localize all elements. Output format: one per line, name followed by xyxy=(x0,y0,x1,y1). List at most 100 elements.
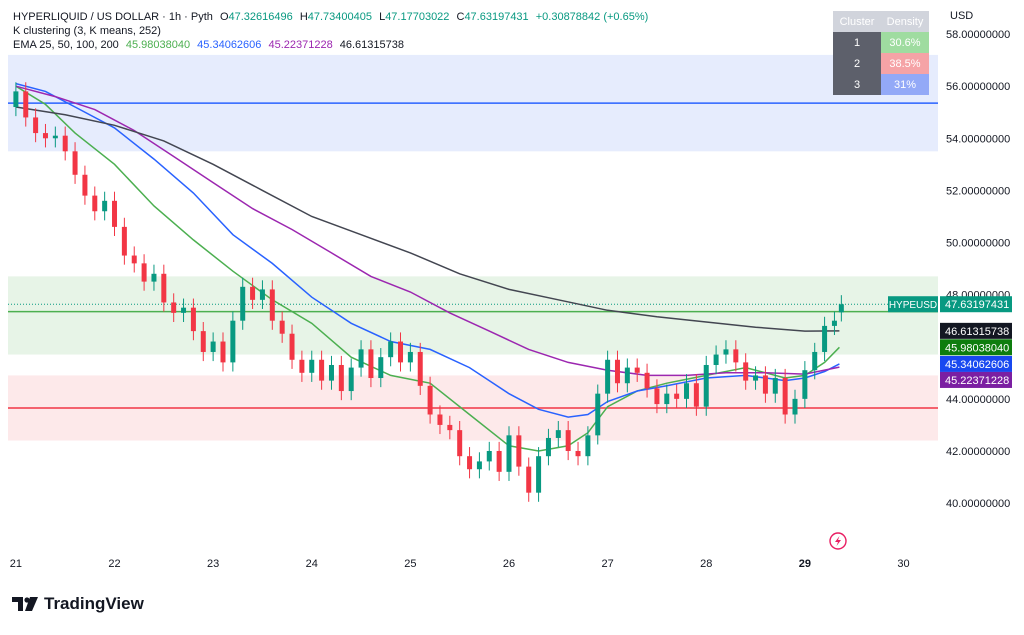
candle-body xyxy=(33,117,39,134)
close-value: 47.63197431 xyxy=(464,11,529,23)
x-tick-label: 22 xyxy=(108,558,120,570)
candle xyxy=(585,426,591,466)
candle-body xyxy=(526,466,532,493)
candle-body xyxy=(259,289,265,300)
high-label: H xyxy=(299,11,308,23)
candle-body xyxy=(437,414,443,425)
candle-body xyxy=(210,341,216,352)
candle-body xyxy=(762,375,768,394)
candle-body xyxy=(516,435,522,467)
candle-body xyxy=(467,456,473,470)
currency-label[interactable]: USD xyxy=(950,10,974,22)
candle xyxy=(624,358,630,393)
candle-body xyxy=(614,359,620,384)
open-label: O xyxy=(219,11,229,23)
candle-body xyxy=(92,195,98,212)
lightning-icon[interactable] xyxy=(829,532,847,550)
symbol-title[interactable]: HYPERLIQUID / US DOLLAR · 1h · Pyth xyxy=(13,11,213,23)
x-tick-label: 27 xyxy=(601,558,613,570)
candle xyxy=(703,355,709,416)
candle-body xyxy=(753,375,759,381)
ema-label: EMA 25, 50, 100, 200 xyxy=(13,39,119,51)
candle-body xyxy=(200,331,206,352)
candle-body xyxy=(42,133,48,139)
candle xyxy=(713,345,719,375)
candle xyxy=(52,126,58,148)
cluster-zone-1 xyxy=(8,276,938,355)
candle-body xyxy=(72,151,78,175)
ema50-value: 45.34062606 xyxy=(197,39,262,51)
candle-body xyxy=(605,359,611,394)
x-tick-label: 25 xyxy=(404,558,416,570)
candle xyxy=(674,384,680,408)
candle xyxy=(378,348,384,388)
candle xyxy=(181,298,187,322)
candle xyxy=(782,368,788,424)
candle-body xyxy=(309,359,315,373)
ema-value-tag xyxy=(940,322,1012,339)
candle-body xyxy=(319,359,325,381)
candle xyxy=(762,366,768,403)
candle-body xyxy=(250,286,256,300)
ema-value-tag-label: 46.61315738 xyxy=(945,326,1009,338)
ema-value-tag xyxy=(940,355,1012,372)
symbol-header: HYPERLIQUID / US DOLLAR · 1h · Pyth O 47.… xyxy=(13,10,652,24)
candle-body xyxy=(575,450,581,457)
candle-body xyxy=(427,385,433,415)
y-tick-label: 56.00000000 xyxy=(946,81,1010,93)
candle xyxy=(338,355,344,401)
candle xyxy=(13,82,19,117)
candle-body xyxy=(802,370,808,399)
candle-body xyxy=(703,364,709,407)
y-tick-label: 58.00000000 xyxy=(946,29,1010,41)
candle xyxy=(151,264,157,291)
candle-body xyxy=(279,320,285,334)
candle-body xyxy=(121,226,127,256)
candle xyxy=(112,191,118,237)
candle xyxy=(838,295,844,322)
candle xyxy=(200,321,206,362)
candle-body xyxy=(772,378,778,394)
candle-body xyxy=(131,255,137,264)
ema-value-tag-label: 45.22371228 xyxy=(945,375,1009,387)
candle xyxy=(121,217,127,265)
candle xyxy=(545,428,551,466)
candle xyxy=(654,379,660,414)
candle-body xyxy=(723,349,729,355)
candle xyxy=(82,165,88,205)
candle xyxy=(516,426,522,476)
candle-body xyxy=(743,362,749,381)
x-tick-label: 21 xyxy=(10,558,22,570)
candle xyxy=(161,264,167,312)
indicator-ema[interactable]: EMA 25, 50, 100, 200 45.98038040 45.3406… xyxy=(13,38,408,52)
candle xyxy=(812,342,818,380)
cluster-id: 1 xyxy=(833,32,881,53)
candle-body xyxy=(112,200,118,227)
close-label: C xyxy=(456,11,465,23)
candle-body xyxy=(792,398,798,415)
tradingview-logo[interactable]: TradingView xyxy=(12,594,144,614)
candle xyxy=(575,441,581,466)
indicator-kclustering[interactable]: K clustering (3, K means, 252) xyxy=(13,24,165,38)
tradingview-logo-icon xyxy=(12,597,38,611)
ema-line-25 xyxy=(15,85,840,452)
x-tick-label: 26 xyxy=(503,558,515,570)
candle xyxy=(250,277,256,309)
candle xyxy=(684,374,690,408)
candle-body xyxy=(713,354,719,365)
candle-body xyxy=(486,450,492,462)
low-label: L xyxy=(379,11,386,23)
ema-value-tag xyxy=(940,371,1012,388)
candle xyxy=(753,366,759,390)
candle xyxy=(733,340,739,372)
candle xyxy=(62,126,68,161)
candle xyxy=(822,316,828,362)
candle xyxy=(723,340,729,364)
candle xyxy=(447,415,453,440)
candle xyxy=(190,298,196,341)
candle xyxy=(309,350,315,382)
candle-body xyxy=(388,341,394,358)
candle xyxy=(634,358,640,382)
